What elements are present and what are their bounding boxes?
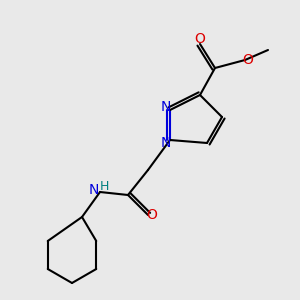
Text: N: N: [161, 136, 171, 150]
Text: N: N: [89, 183, 99, 197]
Text: O: O: [243, 53, 254, 67]
Text: H: H: [99, 179, 109, 193]
Text: O: O: [147, 208, 158, 222]
Text: O: O: [195, 32, 206, 46]
Text: N: N: [161, 100, 171, 114]
